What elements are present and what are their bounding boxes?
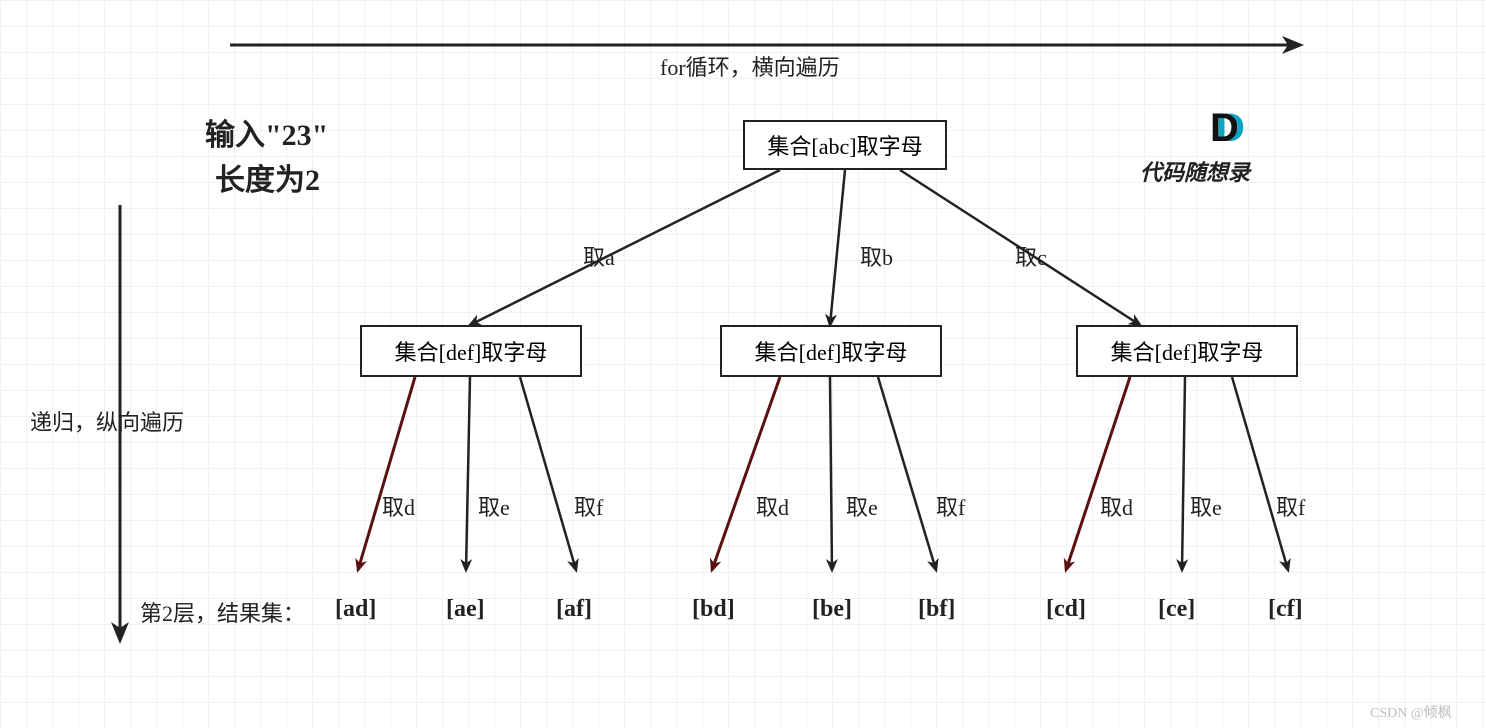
edge-label-d-1: 取d [756, 490, 789, 522]
edge-c-d [1066, 377, 1130, 570]
result-8: [cf] [1268, 596, 1303, 623]
top-arrow-label: for循环，横向遍历 [660, 50, 840, 82]
result-1: [ae] [446, 596, 485, 623]
result-2: [af] [556, 596, 592, 623]
credit-text: CSDN @倾枫 [1370, 702, 1452, 722]
results-prefix: 第2层，结果集： [140, 596, 305, 628]
edge-root-b [830, 170, 845, 325]
result-4: [be] [812, 596, 852, 623]
node-root: 集合[abc]取字母 [743, 120, 947, 170]
input-title-line1: 输入"23" [205, 110, 328, 154]
node-mid-b: 集合[def]取字母 [720, 325, 942, 377]
brand-text: 代码随想录 [1140, 155, 1250, 187]
edge-label-e-1: 取e [846, 490, 878, 522]
edge-label-e-2: 取e [1190, 490, 1222, 522]
edge-label-b: 取b [860, 240, 893, 272]
edge-label-f-2: 取f [1276, 490, 1305, 522]
edge-b-d [712, 377, 780, 570]
edge-b-f [878, 377, 936, 570]
edge-a-d [358, 377, 415, 570]
edge-label-d-0: 取d [382, 490, 415, 522]
edge-label-f-0: 取f [574, 490, 603, 522]
result-3: [bd] [692, 596, 735, 623]
node-mid-c: 集合[def]取字母 [1076, 325, 1298, 377]
edge-label-e-0: 取e [478, 490, 510, 522]
edge-c-e [1182, 377, 1185, 570]
result-7: [ce] [1158, 596, 1195, 623]
edge-a-f [520, 377, 576, 570]
result-5: [bf] [918, 596, 955, 623]
node-mid-a: 集合[def]取字母 [360, 325, 582, 377]
left-arrow-label: 递归，纵向遍历 [30, 405, 184, 437]
edge-label-f-1: 取f [936, 490, 965, 522]
edge-a-e [466, 377, 470, 570]
brand-logo-icon: DD [1210, 108, 1256, 148]
edge-label-c: 取c [1015, 240, 1047, 272]
edge-c-f [1232, 377, 1288, 570]
result-0: [ad] [335, 596, 376, 623]
edge-root-a [470, 170, 780, 325]
edge-label-a: 取a [583, 240, 615, 272]
edge-label-d-2: 取d [1100, 490, 1133, 522]
result-6: [cd] [1046, 596, 1086, 623]
input-title-line2: 长度为2 [215, 155, 320, 199]
edge-b-e [830, 377, 832, 570]
